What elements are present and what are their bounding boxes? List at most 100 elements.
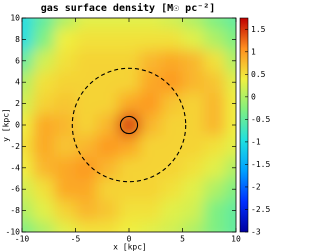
heat-cell	[54, 50, 76, 72]
heat-cell	[96, 28, 119, 51]
heat-cell	[161, 50, 183, 72]
heat-cell	[54, 92, 76, 115]
heat-cell	[32, 114, 55, 137]
heat-cell	[75, 157, 98, 179]
colorbar-tick-label: -2	[251, 182, 261, 191]
heat-cell	[118, 178, 141, 201]
heat-cell	[161, 71, 183, 94]
heat-cell	[96, 18, 119, 30]
heat-cell	[118, 92, 141, 115]
heat-cell	[225, 178, 236, 201]
heat-cell	[182, 157, 205, 179]
heat-cell	[32, 71, 55, 94]
heat-cell	[22, 18, 34, 30]
heat-cell	[96, 71, 119, 94]
heat-cell	[75, 71, 98, 94]
heat-cell	[75, 114, 98, 137]
heat-cell	[203, 114, 226, 137]
heat-cell	[118, 18, 141, 30]
heat-cell	[22, 178, 34, 201]
x-tick-label: 5	[180, 235, 185, 244]
y-tick-label: -2	[10, 142, 20, 151]
heat-cell	[54, 135, 76, 158]
y-tick-label: -4	[10, 163, 20, 172]
heat-cell	[118, 71, 141, 94]
heat-cell	[203, 71, 226, 94]
heat-cell	[139, 157, 162, 179]
heat-cell	[203, 92, 226, 115]
heat-cell	[161, 18, 183, 30]
heat-cell	[203, 135, 226, 158]
heat-cell	[225, 199, 236, 222]
heat-cell	[22, 50, 34, 72]
heat-cell	[203, 199, 226, 222]
colorbar-tick-label: -0.5	[251, 115, 270, 124]
colorbar-tick-label: 0.5	[251, 70, 266, 79]
heat-cell	[75, 135, 98, 158]
heat-cell	[203, 178, 226, 201]
colorbar-tick-label: 1	[251, 47, 256, 56]
heat-cell	[32, 18, 55, 30]
y-tick-label: 10	[10, 14, 20, 23]
heat-cell	[54, 199, 76, 222]
x-tick-label: -10	[15, 235, 30, 244]
heat-cell	[182, 221, 205, 232]
y-tick-label: 8	[15, 35, 20, 44]
heat-cell	[118, 199, 141, 222]
heat-cell	[161, 221, 183, 232]
colorbar-tick-label: 0	[251, 92, 256, 101]
heat-cell	[139, 114, 162, 137]
heat-cell	[96, 178, 119, 201]
colorbar-tick-label: -1	[251, 137, 261, 146]
heat-cell	[96, 221, 119, 232]
heat-cell	[75, 28, 98, 51]
heat-cell	[32, 28, 55, 51]
heat-cell	[225, 92, 236, 115]
heat-cell	[118, 50, 141, 72]
chart: gas surface density [M☉ pc⁻²] x [kpc] y …	[2, 2, 271, 252]
heat-cell	[161, 92, 183, 115]
y-tick-label: -10	[6, 228, 21, 237]
heat-cell	[96, 92, 119, 115]
heat-cell	[32, 157, 55, 179]
heat-cell	[182, 199, 205, 222]
heat-cell	[22, 157, 34, 179]
heat-cell	[118, 114, 141, 137]
heat-cell	[161, 135, 183, 158]
heat-cell	[225, 221, 236, 232]
heat-cell	[118, 157, 141, 179]
heat-cell	[96, 135, 119, 158]
heat-cell	[203, 221, 226, 232]
heat-cell	[118, 28, 141, 51]
heat-cell	[161, 157, 183, 179]
heat-cell	[32, 50, 55, 72]
heat-cell	[32, 221, 55, 232]
heat-cell	[161, 178, 183, 201]
x-tick-label: 0	[127, 235, 132, 244]
heat-cell	[75, 92, 98, 115]
y-tick-label: 2	[15, 99, 20, 108]
colorbar-tick-label: -2.5	[251, 205, 270, 214]
heat-cell	[225, 114, 236, 137]
y-tick-label: -6	[10, 185, 20, 194]
heat-cell	[118, 221, 141, 232]
heat-cell	[96, 199, 119, 222]
y-tick-label: 4	[15, 78, 20, 87]
y-axis-label: y [kpc]	[2, 108, 11, 142]
heat-cell	[139, 50, 162, 72]
heat-cell	[96, 157, 119, 179]
heat-cell	[225, 50, 236, 72]
cells	[22, 18, 236, 232]
heat-cell	[182, 28, 205, 51]
heat-cell	[54, 178, 76, 201]
colorbar-tick-label: 1.5	[251, 25, 266, 34]
heat-cell	[225, 28, 236, 51]
heat-cell	[22, 135, 34, 158]
y-tick-label: -8	[10, 206, 20, 215]
heat-cell	[22, 114, 34, 137]
heat-cell	[139, 18, 162, 30]
heat-cell	[22, 199, 34, 222]
x-tick-label: 10	[231, 235, 241, 244]
y-tick-label: 0	[15, 121, 20, 130]
heat-cell	[182, 135, 205, 158]
